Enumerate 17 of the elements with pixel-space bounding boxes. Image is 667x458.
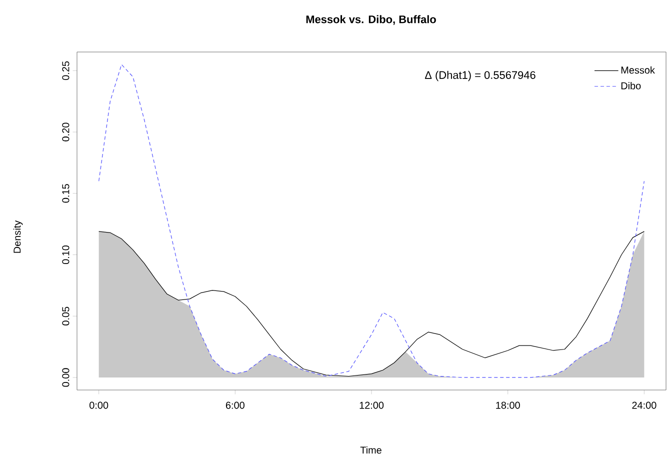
y-tick-label: 0.05: [62, 306, 70, 326]
legend-label: Messok: [621, 66, 655, 74]
x-tick-label: 6:00: [226, 402, 244, 409]
legend-label: Dibo: [621, 82, 641, 90]
y-tick-label: 0.15: [62, 184, 70, 203]
x-tick-label: 0:00: [90, 402, 108, 409]
y-axis-title: Density: [13, 220, 23, 253]
chart-title: Messok vs. Dibo, Buffalo: [306, 15, 436, 25]
y-tick-label: 0.10: [62, 245, 70, 264]
x-tick-label: 12:00: [360, 402, 384, 409]
x-tick-label: 24:00: [632, 402, 656, 409]
y-tick-label: 0.20: [62, 122, 70, 142]
x-tick-label: 18:00: [496, 402, 520, 409]
x-axis-title: Time: [360, 446, 382, 454]
y-tick-label: 0.25: [62, 61, 70, 80]
y-tick-label: 0.00: [62, 368, 70, 387]
annotation: Δ (Dhat1) = 0.5567946: [424, 70, 536, 82]
